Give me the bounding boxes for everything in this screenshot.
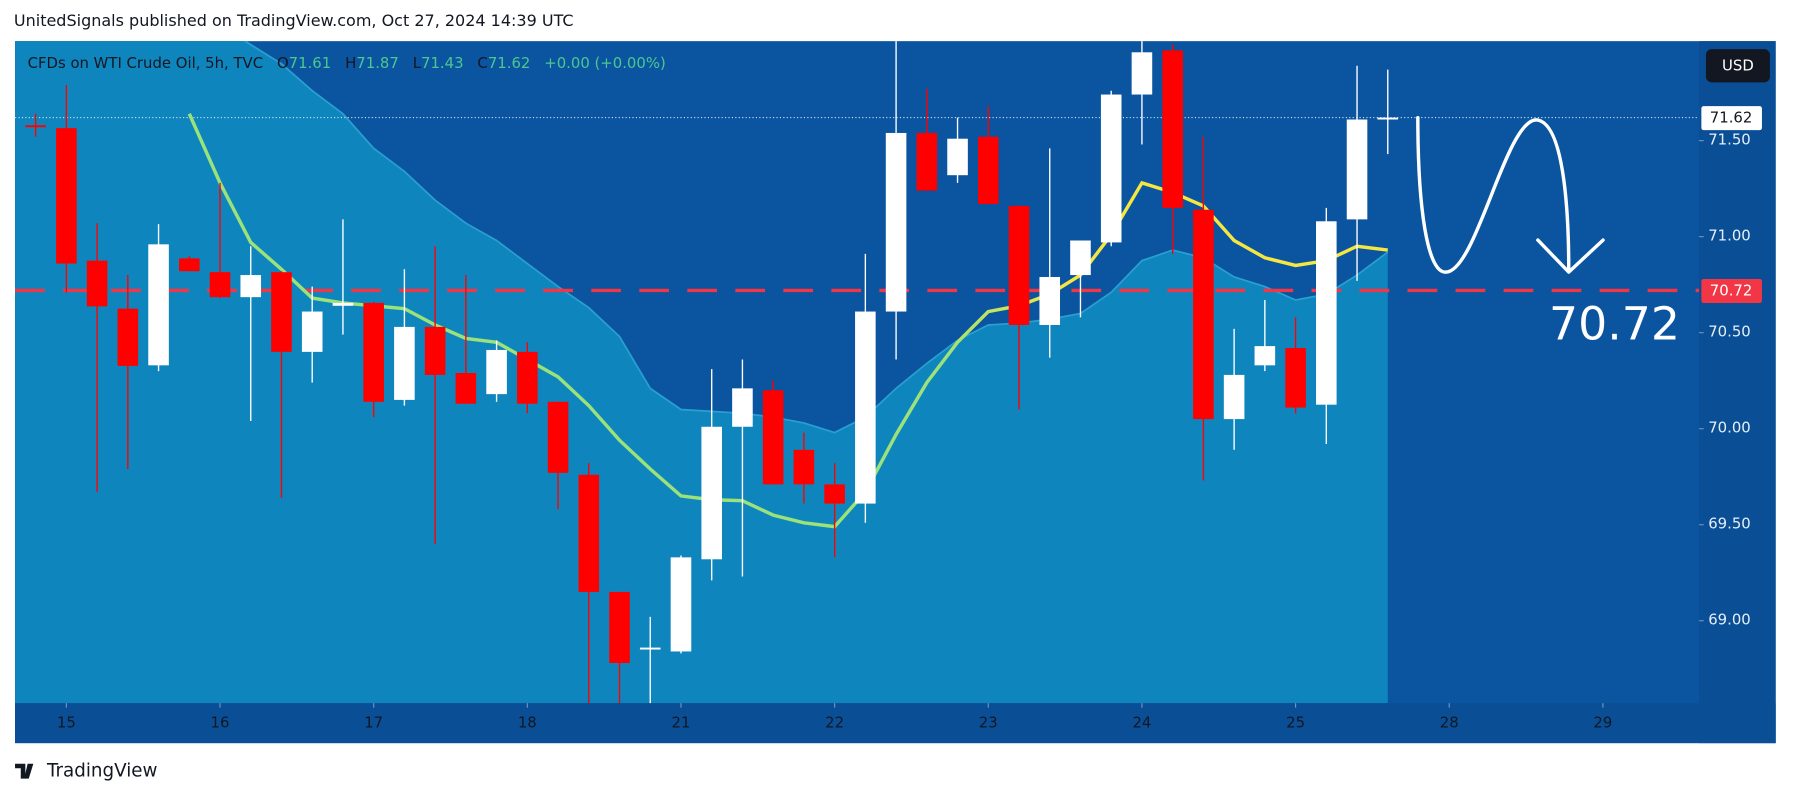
candle-body: [86, 260, 108, 307]
x-tick-label: 23: [979, 714, 998, 732]
x-tick-label: 18: [518, 714, 537, 732]
candle-body: [271, 272, 292, 352]
candle-body: [916, 132, 938, 191]
publish-title: UnitedSignals published on TradingView.c…: [14, 11, 574, 30]
ohlc-value: 71.43: [421, 54, 464, 72]
candle-body: [455, 372, 477, 404]
ohlc-value: 71.87: [356, 54, 399, 72]
axes: 69.00 69.50 70.00 70.50 71.00 71.50 15 16 17 18 21…: [57, 106, 1762, 732]
candle-body: [947, 138, 968, 176]
candle-body: [977, 136, 999, 205]
level-annotation: 70.72: [1549, 297, 1680, 350]
ohlc-letter: C: [477, 54, 487, 72]
candle-body: [1070, 240, 1091, 276]
y-tick-label: 71.50: [1708, 131, 1751, 149]
candle-body: [1316, 221, 1337, 405]
y-tick-label: 70.00: [1708, 419, 1751, 437]
x-tick-label: 29: [1593, 714, 1612, 732]
logo-mark: [15, 763, 35, 779]
candle-body: [486, 349, 507, 395]
candle-body: [609, 591, 630, 663]
price-axis: [1699, 41, 1776, 744]
candle-body: [1254, 346, 1276, 366]
candle-body: [1131, 52, 1153, 95]
candle-body: [701, 426, 722, 560]
ohlc-letter: L: [413, 54, 422, 72]
last-price-tag-box: [1701, 106, 1762, 131]
y-tick-label: 70.50: [1708, 323, 1751, 341]
candle-body: [824, 484, 845, 504]
level-tag-box: [1701, 278, 1762, 303]
x-tick-label: 24: [1132, 714, 1151, 732]
footer-logo: TradingView: [15, 761, 158, 782]
candle-body: [117, 308, 139, 366]
x-tick-label: 15: [57, 714, 76, 732]
change: +0.00 (+0.00%): [544, 54, 666, 72]
candle-body: [363, 302, 384, 402]
candle-body: [209, 272, 231, 298]
candle-body: [517, 351, 538, 404]
candle-body: [1223, 374, 1245, 420]
ohlc-value: 71.61: [289, 54, 332, 72]
candle-body: [1193, 209, 1214, 420]
candle-body: [56, 128, 77, 264]
ma-line: [187, 113, 1388, 529]
x-tick-label: 16: [211, 714, 230, 732]
candle-body: [148, 244, 169, 366]
candle-body: [1285, 348, 1306, 408]
level-tag: 70.72: [1710, 282, 1753, 300]
candle-body: [793, 449, 815, 485]
candle-body: [394, 326, 415, 400]
y-tick-label: 69.50: [1708, 515, 1751, 533]
candle-body: [1346, 119, 1368, 220]
y-tick-label: 71.00: [1708, 227, 1751, 245]
candle-body: [1008, 205, 1030, 325]
candle-body: [1162, 50, 1183, 208]
candle-body: [25, 125, 46, 128]
candle-body: [578, 474, 600, 592]
candle-body: [762, 390, 784, 485]
candle-body: [547, 401, 569, 473]
brand: TradingView: [46, 761, 158, 782]
ohlc-value: 71.62: [488, 54, 531, 72]
currency-label[interactable]: USD: [1722, 56, 1754, 74]
candle-body: [332, 302, 354, 306]
x-tick-label: 21: [672, 714, 691, 732]
candle-body: [424, 326, 446, 375]
candle-body: [885, 132, 907, 312]
ohlc-letter: O: [277, 54, 289, 72]
y-tick-label: 69.00: [1708, 611, 1751, 629]
candle-body: [855, 311, 876, 504]
candle-body: [1039, 276, 1061, 325]
x-tick-label: 28: [1440, 714, 1459, 732]
candle-body: [301, 311, 323, 352]
candle-body: [1377, 117, 1399, 120]
ohlc-letter: H: [345, 54, 356, 72]
currency-button[interactable]: [1705, 49, 1770, 83]
symbol: CFDs on WTI Crude Oil, 5h, TVC: [28, 54, 263, 72]
candle-body: [639, 647, 661, 650]
legend: CFDs on WTI Crude Oil, 5h, TVC O71.61 H7…: [28, 54, 666, 72]
drawn-arrow: [1416, 116, 1605, 274]
x-tick-label: 25: [1286, 714, 1305, 732]
x-tick-label: 22: [825, 714, 844, 732]
last-price-tag: 71.62: [1710, 109, 1753, 127]
candle-body: [240, 275, 262, 298]
band-area: [15, 41, 1388, 704]
candle-body: [178, 258, 200, 272]
candle-body: [732, 388, 753, 427]
plot: [15, 41, 1700, 704]
time-axis: [15, 703, 1776, 744]
candle-body: [1100, 94, 1122, 243]
x-tick-label: 17: [364, 714, 383, 732]
candle-body: [670, 557, 692, 652]
